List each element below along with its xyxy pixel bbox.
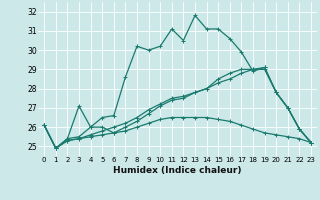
X-axis label: Humidex (Indice chaleur): Humidex (Indice chaleur) xyxy=(113,166,242,175)
